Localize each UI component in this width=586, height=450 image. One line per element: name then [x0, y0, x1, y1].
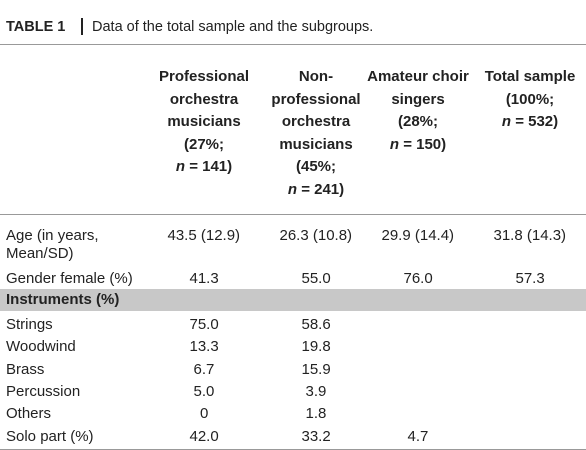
n-value: = 150) [403, 135, 447, 153]
cell-value: 42.0 [189, 428, 219, 445]
section-band: Instruments (%) [0, 289, 586, 311]
n-value: = 141) [189, 158, 233, 175]
cell-value: 3.9 [305, 383, 327, 400]
section-label: Instruments (%) [6, 291, 120, 308]
cell-value: 55.0 [301, 270, 331, 287]
cell-value: 0 [200, 405, 209, 422]
column-header: Total sample (100%; n = 532) [474, 66, 586, 134]
row-label: Woodwind [6, 338, 76, 355]
caption-text: Data of the total sample and the subgrou… [92, 19, 374, 35]
cell-value: 19.8 [301, 338, 331, 355]
table-caption: TABLE 1 Data of the total sample and the… [0, 0, 586, 45]
cell-value: 31.8 (14.3) [493, 227, 567, 244]
column-n: n = 141) [148, 156, 260, 179]
n-symbol: n [287, 180, 298, 198]
header-rule [0, 214, 586, 215]
column-n: n = 150) [362, 134, 474, 157]
row-label: Age (in years, Mean/SD) [6, 227, 99, 262]
column-header: Non-professional orchestra musicians (45%… [260, 66, 372, 201]
column-n: n = 532) [474, 111, 586, 134]
cell-value: 26.3 (10.8) [279, 227, 353, 244]
cell-value: 41.3 [189, 270, 219, 287]
row-label: Solo part (%) [6, 428, 94, 445]
n-value: = 241) [301, 180, 345, 198]
n-symbol: n [175, 158, 186, 175]
column-name: Total sample [484, 68, 576, 85]
cell-value: 57.3 [515, 270, 545, 287]
cell-value: 33.2 [301, 428, 331, 445]
cell-value: 15.9 [301, 361, 331, 378]
column-header: Amateur choir singers (28%; n = 150) [362, 66, 474, 156]
row-label: Brass [6, 361, 45, 378]
column-name: Professional orchestra musicians [158, 68, 250, 130]
cell-value: 1.8 [305, 405, 327, 422]
cell-value: 58.6 [301, 316, 331, 333]
column-share: (100%; [505, 90, 555, 108]
column-name: Non-professional orchestra musicians [271, 68, 361, 153]
n-symbol: n [389, 135, 400, 153]
cell-value: 29.9 (14.4) [381, 227, 455, 244]
cell-value: 76.0 [403, 270, 433, 287]
cell-value: 5.0 [193, 383, 215, 400]
cell-value: 4.7 [407, 428, 429, 445]
column-share: (45%; [295, 158, 336, 175]
row-label: Percussion [6, 383, 81, 400]
column-header: Professional orchestra musicians (27%; n =… [148, 66, 260, 179]
separator [81, 18, 83, 35]
column-name: Amateur choir singers [367, 68, 469, 108]
n-symbol: n [501, 113, 512, 130]
cell-value: 13.3 [189, 338, 219, 355]
row-label: Others [6, 405, 52, 422]
n-value: = 532) [515, 113, 559, 130]
cell-value: 75.0 [189, 316, 219, 333]
column-share: (27%; [183, 135, 224, 153]
column-share: (28%; [397, 113, 438, 130]
cell-value: 6.7 [193, 361, 215, 378]
row-label: Strings [6, 316, 53, 333]
column-n: n = 241) [260, 179, 372, 202]
cell-value: 43.5 (12.9) [167, 227, 241, 244]
table-label: TABLE 1 [6, 19, 66, 35]
row-label: Gender female (%) [6, 270, 133, 287]
